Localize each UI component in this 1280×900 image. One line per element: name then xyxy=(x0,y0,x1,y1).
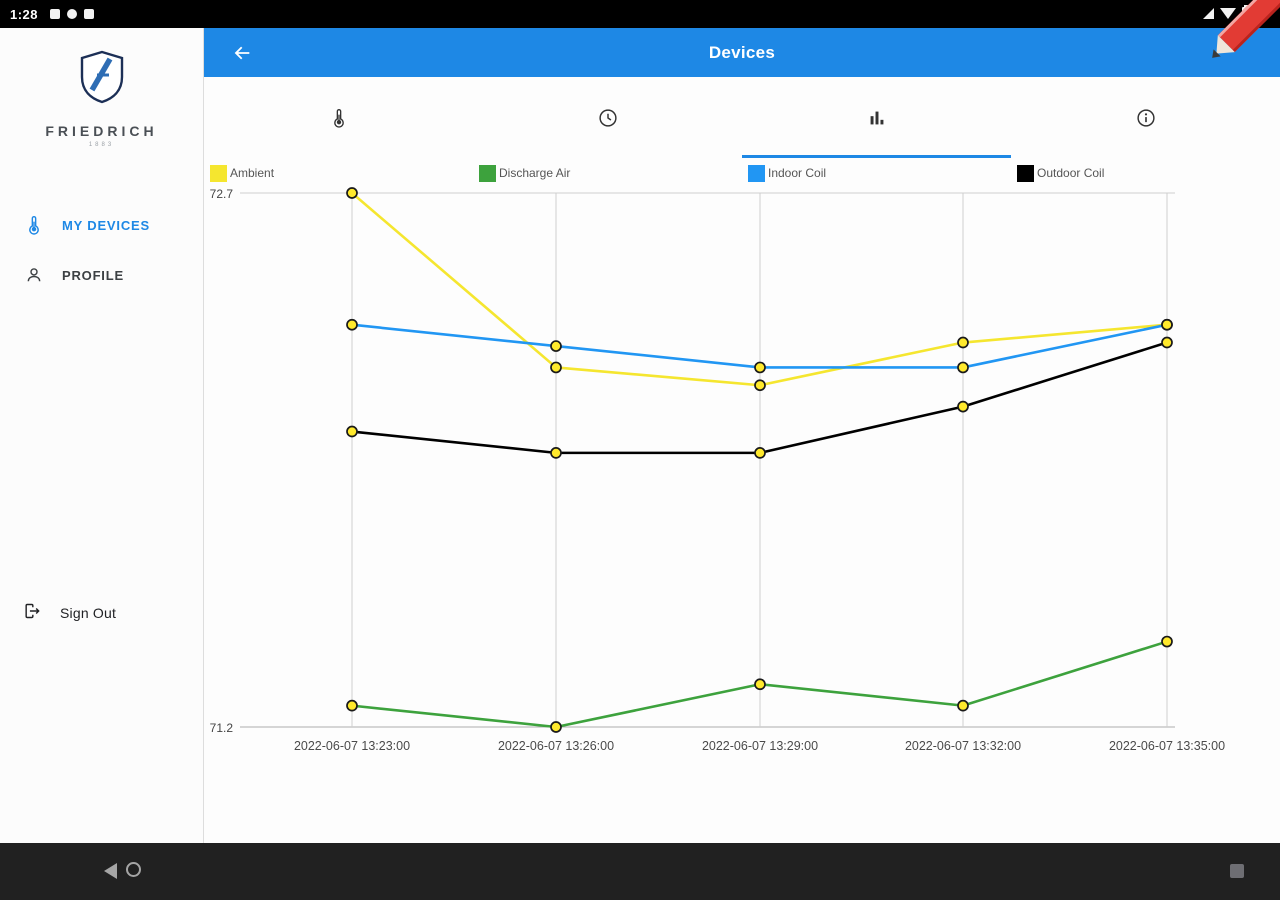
bar-chart-icon xyxy=(870,111,883,124)
data-point xyxy=(346,187,358,199)
legend-label: Indoor Coil xyxy=(768,166,827,180)
nav-home-button[interactable] xyxy=(126,862,141,877)
app-notification-icon xyxy=(67,9,78,19)
legend-swatch xyxy=(1017,164,1034,182)
data-point xyxy=(957,400,969,413)
back-triangle-icon xyxy=(104,863,117,879)
sign-out-icon xyxy=(22,601,42,626)
sidebar: FRIEDRICH 1883 MY DEVICES xyxy=(0,28,204,843)
notification-icons xyxy=(50,9,95,19)
back-button[interactable] xyxy=(222,28,262,77)
legend-swatch xyxy=(748,164,765,182)
sidebar-item-profile[interactable]: PROFILE xyxy=(0,250,203,300)
arrow-left-icon xyxy=(234,46,250,59)
chart-area: 72.7 71.2 2022-06-07 13:23:00 2022-06-07 13… xyxy=(204,186,1280,766)
sign-out-button[interactable]: Sign Out xyxy=(0,590,203,636)
sidebar-item-label: MY DEVICES xyxy=(62,217,150,233)
x-axis-label: 2022-06-07 13:35:00 xyxy=(1109,739,1225,753)
page-title: Devices xyxy=(708,42,776,62)
sign-out-label: Sign Out xyxy=(60,605,117,621)
x-axis-label: 2022-06-07 13:26:00 xyxy=(498,739,614,753)
nav-recents-button[interactable] xyxy=(1230,864,1244,878)
data-point xyxy=(957,361,969,374)
nav-back-button[interactable] xyxy=(104,863,117,879)
legend-swatch xyxy=(479,164,496,182)
clock-time: 1:28 xyxy=(10,6,39,22)
wifi-icon xyxy=(1220,8,1236,19)
recents-square-icon xyxy=(1230,864,1244,878)
line-chart: 72.7 71.2 2022-06-07 13:23:00 2022-06-07 13… xyxy=(210,187,1225,753)
app-bar: Devices xyxy=(204,28,1280,77)
x-axis-label: 2022-06-07 13:29:00 xyxy=(702,739,818,753)
y-tick-label: 72.7 xyxy=(210,187,234,201)
legend-label: Outdoor Coil xyxy=(1037,166,1105,180)
legend-item: Indoor Coil xyxy=(742,160,826,186)
thermometer-icon xyxy=(22,214,46,236)
person-icon xyxy=(22,264,46,286)
x-axis-label: 2022-06-07 13:32:00 xyxy=(905,739,1021,753)
home-circle-icon xyxy=(126,862,141,877)
shield-logo-icon xyxy=(80,50,123,104)
data-point xyxy=(550,721,562,733)
data-point xyxy=(550,447,562,459)
main-content: Devices xyxy=(204,28,1280,843)
tab-chart[interactable] xyxy=(742,77,1011,158)
data-point xyxy=(754,361,766,374)
clock-icon xyxy=(598,108,617,127)
legend-label: Ambient xyxy=(230,166,275,180)
legend-item: Discharge Air xyxy=(473,160,570,186)
chart-legend: Ambient Discharge Air Indoor Coil Outdoor C… xyxy=(204,160,1280,186)
sidebar-item-my-devices[interactable]: MY DEVICES xyxy=(0,200,203,250)
tab-schedule[interactable] xyxy=(473,77,742,158)
tab-info[interactable] xyxy=(1011,77,1280,158)
active-tab-indicator xyxy=(742,155,1011,158)
x-axis-label: 2022-06-07 13:23:00 xyxy=(294,739,410,753)
data-point xyxy=(1161,336,1173,349)
sidebar-item-label: PROFILE xyxy=(62,267,124,283)
data-point xyxy=(1161,318,1173,331)
legend-label: Discharge Air xyxy=(499,166,571,180)
sidebar-menu: MY DEVICES PROFILE xyxy=(0,200,203,300)
data-point xyxy=(754,678,766,691)
data-point xyxy=(346,699,358,712)
app-notification-icon xyxy=(50,9,61,19)
status-bar: 1:28 xyxy=(0,0,1280,28)
data-point xyxy=(1161,635,1173,648)
y-tick-label: 71.2 xyxy=(210,721,234,735)
info-icon xyxy=(1136,108,1155,127)
brand-name: FRIEDRICH xyxy=(45,123,158,139)
nav-bar xyxy=(0,843,1280,900)
data-point xyxy=(754,447,766,459)
data-point xyxy=(346,425,358,438)
friedrich-logo xyxy=(79,50,125,109)
brand-year: 1883 xyxy=(88,142,115,148)
data-point xyxy=(957,699,969,712)
legend-item: Ambient xyxy=(204,160,274,186)
legend-item: Outdoor Coil xyxy=(1011,160,1104,186)
tab-bar xyxy=(204,77,1280,158)
data-point xyxy=(550,361,562,374)
data-point xyxy=(754,379,766,392)
legend-swatch xyxy=(210,164,227,182)
app-notification-icon xyxy=(84,9,95,19)
thermometer-icon xyxy=(333,108,344,128)
signal-icon xyxy=(1203,8,1214,19)
tab-temperature[interactable] xyxy=(204,77,473,158)
data-point xyxy=(957,336,969,349)
data-point xyxy=(550,340,562,352)
data-point xyxy=(346,318,358,331)
